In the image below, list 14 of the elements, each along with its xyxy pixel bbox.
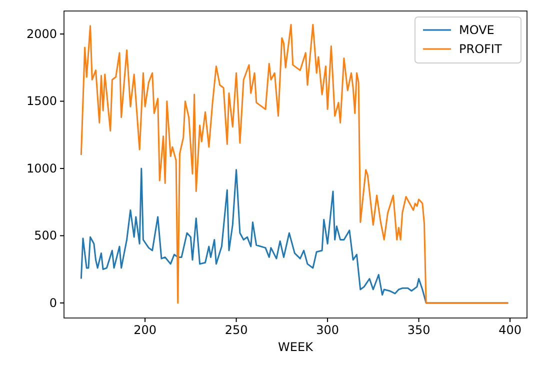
y-tick-label: 0 (49, 296, 57, 310)
x-tick-label: 400 (498, 323, 522, 337)
legend-label: MOVE (459, 23, 494, 37)
y-tick-label: 500 (34, 228, 57, 243)
x-tick-label: 350 (407, 323, 430, 337)
legend-label: PROFIT (459, 42, 502, 56)
line-series (80, 24, 509, 304)
y-tick-label: 1500 (26, 94, 57, 108)
x-axis-title: WEEK (278, 340, 314, 354)
x-tick-label: 250 (224, 323, 248, 337)
y-tick-label: 2000 (26, 26, 57, 41)
x-tick-label: 300 (316, 323, 339, 337)
x-tick-label: 200 (134, 323, 156, 337)
y-tick-label: 1000 (26, 161, 57, 176)
